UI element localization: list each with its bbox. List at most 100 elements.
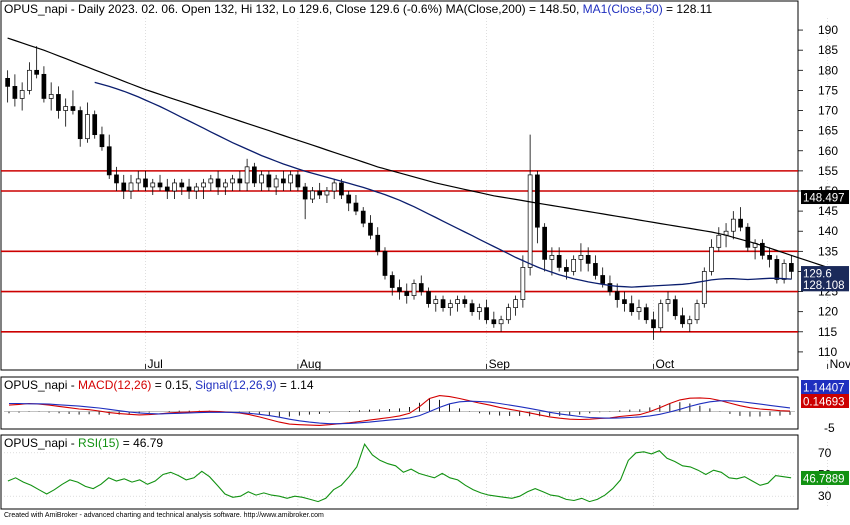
candle-body [19, 90, 25, 99]
macd-pane-frame [0, 376, 799, 430]
y-tick-label: 115 [818, 325, 837, 339]
y-tick-label: 185 [818, 43, 838, 57]
candle-body [636, 307, 642, 313]
candle-body [404, 291, 410, 296]
candle-body [77, 110, 83, 140]
macd-header: OPUS_napi - MACD(12,26) = 0.15, Signal(1… [4, 378, 314, 392]
candle-body [426, 291, 431, 304]
price-pane-frame [0, 0, 799, 371]
candle-body [63, 106, 69, 111]
price-value-tag-bg [801, 190, 849, 205]
candle-body [564, 267, 569, 272]
candle-body [694, 303, 700, 321]
candle-body [48, 94, 54, 99]
candle-body [774, 259, 780, 280]
candle-body [157, 182, 163, 188]
candle-body [600, 275, 606, 284]
candle-body [237, 178, 243, 184]
price-value-tag: 148.497 [803, 193, 845, 205]
month-label: Sep [489, 357, 511, 371]
candle-body [128, 182, 134, 192]
price-candles [5, 46, 794, 340]
candle-body [346, 194, 352, 204]
candle-body [658, 303, 664, 329]
candle-body [317, 190, 323, 196]
y-tick-label: 190 [818, 23, 838, 37]
candle-body [353, 202, 359, 212]
y-tick-label: 135 [818, 244, 838, 258]
candle-body [498, 319, 504, 325]
candle-body [230, 178, 235, 184]
candle-body [767, 255, 772, 260]
rsi-header-rsi: RSI(15) [78, 436, 119, 450]
candle-body [506, 307, 511, 321]
y-tick-label: 165 [818, 124, 838, 138]
candle-body [476, 307, 482, 313]
candle-body [440, 299, 446, 309]
candle-body [622, 299, 627, 304]
y-tick-label: 155 [818, 164, 838, 178]
candle-body [295, 174, 301, 188]
macd-header-suffix: = 1.14 [277, 378, 314, 392]
candle-body [643, 307, 649, 321]
candle-body [745, 226, 751, 248]
macd-value-tag: 0.14693 [803, 397, 845, 409]
candle-body [716, 234, 722, 248]
rsi-value-tag-bg [801, 470, 849, 485]
candle-body [614, 291, 620, 300]
price-header: OPUS_napi - Daily 2023. 02. 06. Open 132… [4, 2, 713, 16]
candle-body [222, 182, 228, 188]
rsi-pane[interactable]: 705030 46.7889 OPUS_napi - RSI(15) = 46.… [0, 434, 850, 510]
candle-body [193, 186, 199, 192]
price-value-tag: 128.108 [803, 280, 845, 292]
rsi-series-line [7, 443, 792, 503]
candle-body [455, 299, 460, 304]
macd-line [8, 395, 791, 426]
price-pane[interactable]: 1101151201251301351401451501551601651701… [0, 0, 850, 371]
candle-body [273, 178, 279, 188]
candle-body [571, 259, 577, 272]
moving-averages [7, 37, 836, 288]
footer-credit: Created with AmiBroker - advanced charti… [4, 512, 324, 519]
macd-header-mid: = 0.15, [151, 378, 195, 392]
rsi-pane-frame [0, 434, 799, 510]
price-header-ma50: MA1(Close,50) [583, 2, 663, 16]
candle-body [680, 315, 685, 325]
candle-body [709, 246, 714, 272]
candle-body [215, 178, 221, 188]
candle-body [143, 178, 148, 188]
macd-header-macd: MACD(12,26) [78, 378, 151, 392]
candle-body [186, 186, 192, 192]
candle-body [27, 69, 32, 91]
macd-header-prefix: OPUS_napi - [4, 378, 78, 392]
macd-value-tag-bg [801, 394, 849, 408]
candle-body [331, 182, 337, 192]
candle-body [418, 283, 424, 292]
macd-lines [4, 395, 795, 426]
macd-y-tick-label: -5 [824, 421, 835, 435]
candle-body [208, 178, 214, 184]
candle-body [281, 178, 286, 184]
price-header-suffix: = 128.11 [663, 2, 713, 16]
candle-body [266, 174, 272, 188]
candle-body [99, 134, 105, 148]
candle-body [368, 222, 373, 236]
month-label: Oct [655, 357, 674, 371]
date-axis: JulAugSepOctNovDec2023Feb [145, 357, 850, 371]
candle-body [34, 69, 40, 75]
candle-body [629, 303, 635, 313]
y-tick-label: 175 [818, 83, 838, 97]
candle-body [179, 182, 185, 188]
candle-body [469, 303, 475, 313]
candle-body [527, 174, 533, 268]
candle-body [513, 299, 518, 309]
candle-body [324, 190, 330, 196]
candle-body [121, 182, 127, 192]
candle-body [310, 190, 315, 200]
candle-body [607, 283, 613, 292]
candle-body [339, 182, 344, 196]
candle-body [593, 263, 598, 276]
